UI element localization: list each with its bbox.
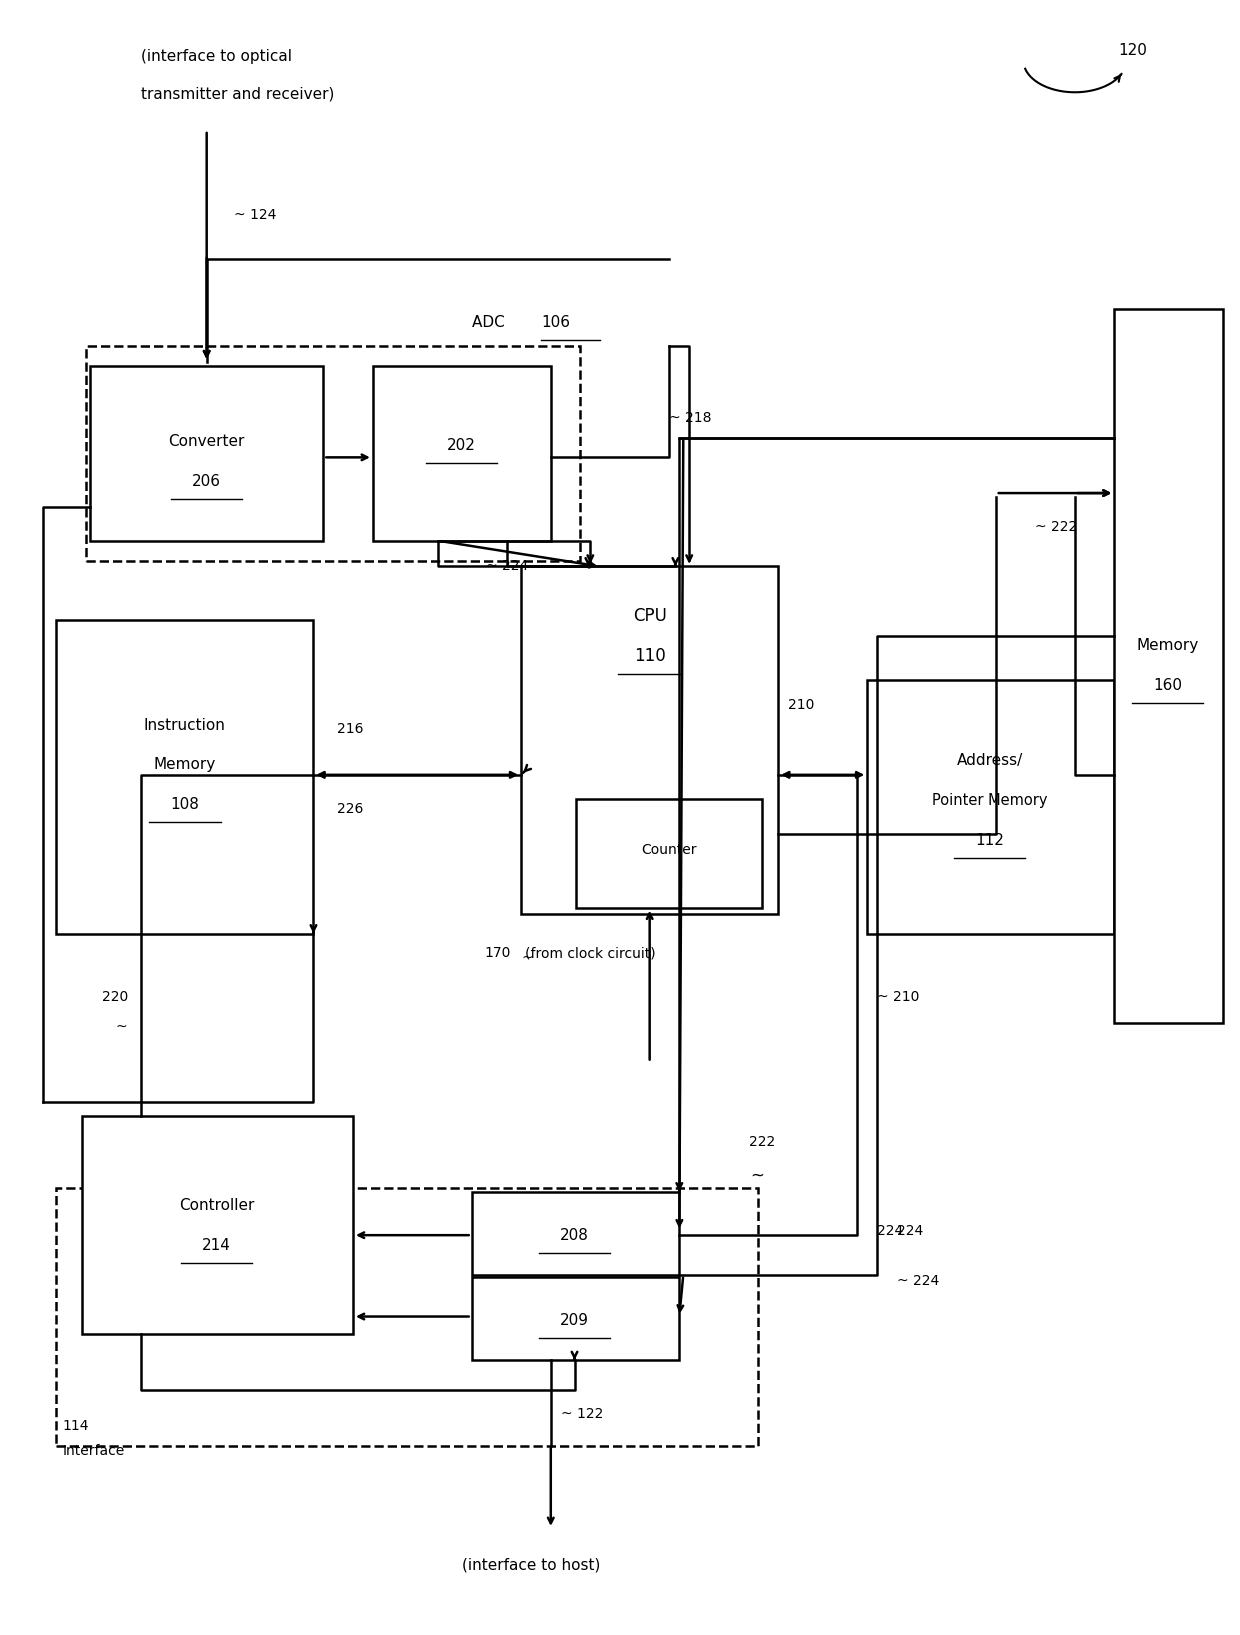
Text: (from clock circuit): (from clock circuit) (525, 947, 656, 960)
Text: (interface to host): (interface to host) (461, 1557, 600, 1573)
Bar (56, 1187, 759, 1445)
Bar (867, 680, 1115, 934)
Bar (521, 566, 779, 914)
Text: Controller: Controller (179, 1198, 254, 1213)
Text: Memory: Memory (154, 757, 216, 772)
Text: (interface to optical: (interface to optical (141, 49, 293, 64)
Text: ~ 122: ~ 122 (560, 1406, 603, 1421)
Text: Address/: Address/ (957, 754, 1023, 768)
Text: ~: ~ (115, 1020, 128, 1033)
Text: Pointer Memory: Pointer Memory (932, 793, 1048, 808)
Text: Memory: Memory (1137, 638, 1199, 654)
Text: 208: 208 (560, 1228, 589, 1243)
Text: 226: 226 (337, 801, 363, 816)
Bar (86, 347, 580, 561)
Text: 202: 202 (448, 438, 476, 453)
Text: 214: 214 (202, 1238, 231, 1252)
Text: 224: 224 (897, 1225, 923, 1238)
Bar (82, 1117, 353, 1334)
Text: ~ 224: ~ 224 (486, 559, 528, 574)
Text: 222: 222 (749, 1135, 775, 1149)
Text: transmitter and receiver): transmitter and receiver) (141, 87, 335, 101)
Text: ~ 210: ~ 210 (877, 991, 920, 1004)
Text: Converter: Converter (169, 433, 244, 450)
Text: 170: 170 (485, 947, 511, 960)
Bar (471, 1192, 680, 1275)
Text: ~: ~ (750, 1167, 765, 1185)
Bar (577, 798, 763, 907)
Text: 224: 224 (877, 1225, 903, 1238)
Bar (373, 366, 551, 541)
Text: Interface: Interface (62, 1444, 124, 1458)
Text: Instruction: Instruction (144, 718, 226, 732)
Text: 106: 106 (541, 316, 570, 330)
Text: ~ 222: ~ 222 (1035, 520, 1078, 533)
Text: ADC: ADC (471, 316, 510, 330)
Text: 160: 160 (1153, 679, 1182, 693)
Text: 216: 216 (337, 723, 363, 736)
Text: ~ 124: ~ 124 (234, 208, 277, 222)
Text: 210: 210 (789, 698, 815, 713)
Bar (91, 366, 324, 541)
Bar (1115, 309, 1223, 1024)
Bar (471, 1277, 680, 1360)
Text: 114: 114 (62, 1419, 89, 1432)
Text: 112: 112 (976, 832, 1004, 849)
Text: ~ 218: ~ 218 (670, 410, 712, 425)
Text: CPU: CPU (632, 607, 667, 625)
Text: Counter: Counter (641, 844, 697, 857)
Text: ~ 224: ~ 224 (897, 1274, 939, 1288)
Text: ~: ~ (521, 950, 533, 965)
Text: 209: 209 (560, 1313, 589, 1328)
Bar (56, 620, 314, 934)
Text: 110: 110 (634, 647, 666, 665)
Text: 108: 108 (170, 798, 200, 813)
Text: 120: 120 (1118, 43, 1147, 59)
Text: 220: 220 (102, 991, 128, 1004)
Text: 206: 206 (192, 474, 221, 489)
